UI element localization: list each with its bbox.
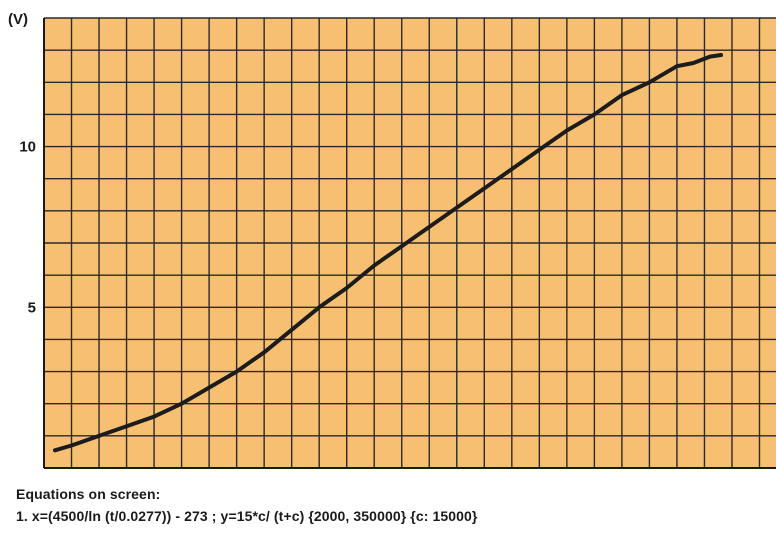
y-tick-label: 10	[19, 139, 36, 156]
y-axis-label: (V)	[8, 11, 28, 28]
equation-line: 1. x=(4500/ln (t/0.0277)) - 273 ; y=15*c…	[16, 508, 478, 524]
equations-heading: Equations on screen:	[16, 486, 161, 502]
series-layer	[53, 53, 723, 453]
grid	[43, 17, 776, 468]
series-line	[53, 53, 723, 453]
chart-svg: 20406080100510(V)δ° en °C	[8, 11, 776, 499]
axes	[43, 18, 776, 469]
y-tick-label: 5	[28, 299, 36, 316]
